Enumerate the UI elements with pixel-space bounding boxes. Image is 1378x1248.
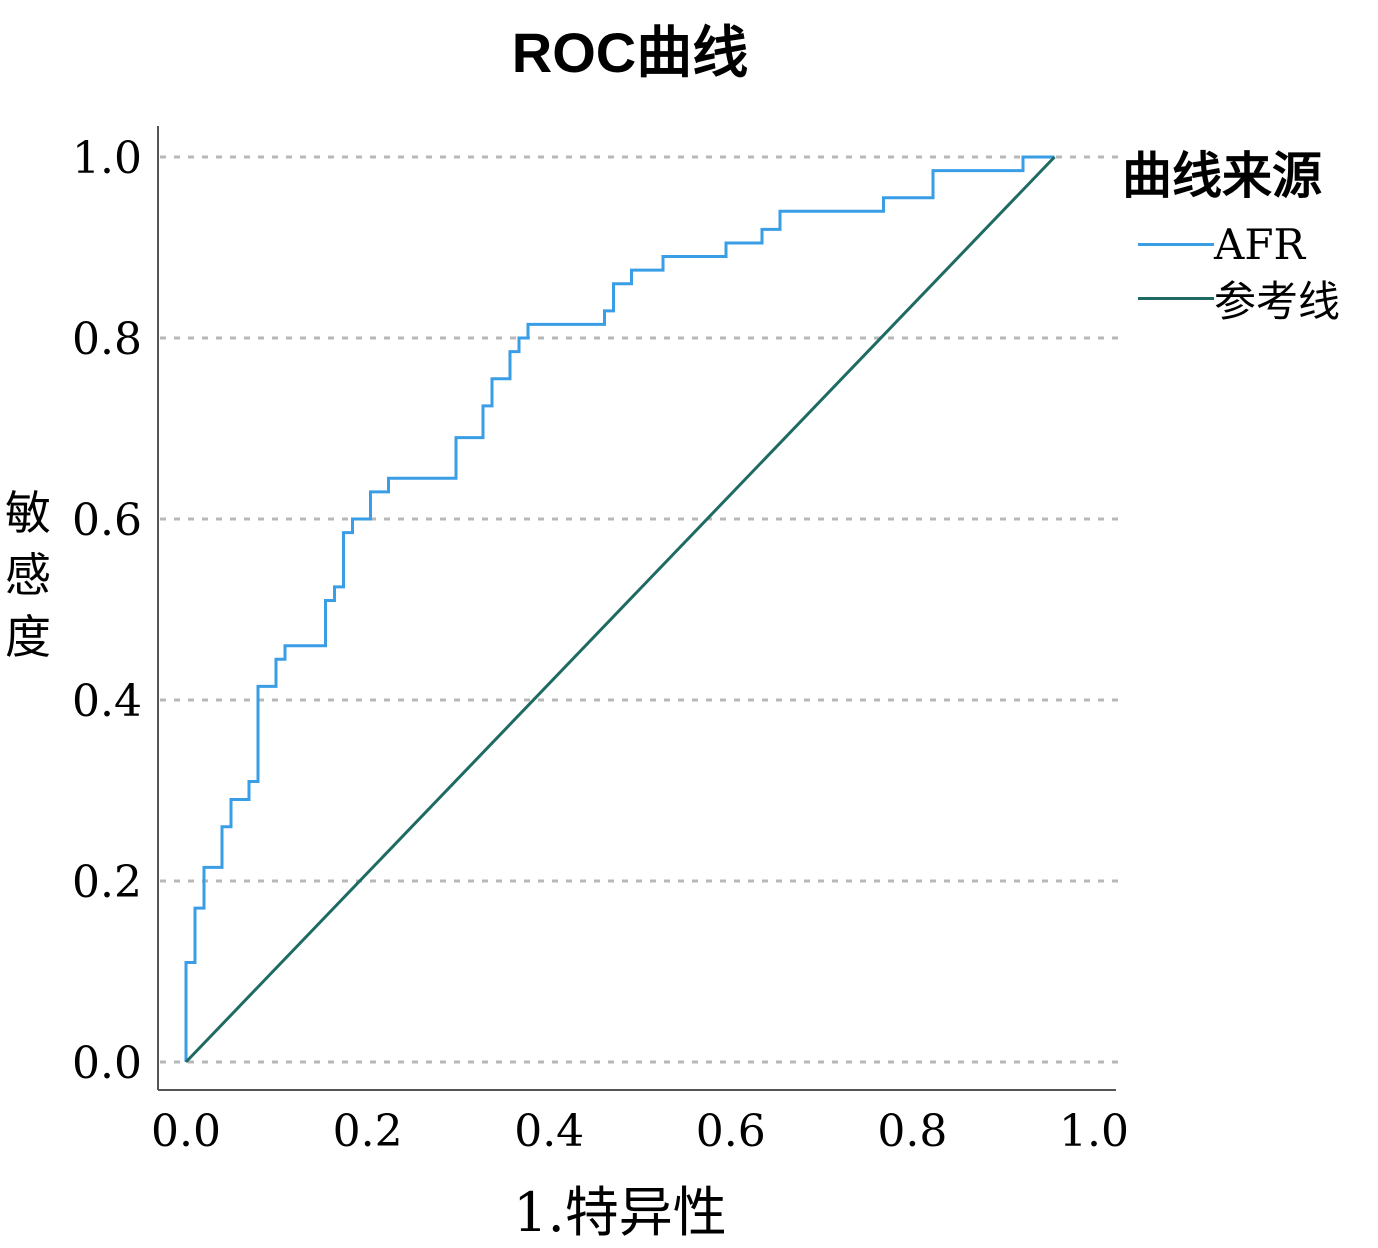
gridlines xyxy=(160,155,1118,1064)
x-tick-label-5: 1.0 xyxy=(1059,1106,1129,1157)
y-tick-labels: 0.0 0.2 0.4 0.6 0.8 1.0 xyxy=(72,133,142,1089)
x-axis-label: 1.特异性 xyxy=(513,1181,727,1244)
afr-roc-line xyxy=(184,155,1055,1062)
axes xyxy=(157,126,1116,1091)
legend-swatch-reference xyxy=(1138,296,1214,300)
chart-title: ROC曲线 xyxy=(511,21,749,84)
legend-item-afr: AFR xyxy=(1138,214,1305,274)
y-tick-label-1: 0.2 xyxy=(72,857,142,908)
x-tick-label-2: 0.4 xyxy=(514,1106,584,1157)
legend-item-reference: 参考线 xyxy=(1138,268,1340,328)
y-tick-label-0: 0.0 xyxy=(72,1038,142,1089)
series-lines xyxy=(184,155,1056,1064)
y-tick-label-5: 1.0 xyxy=(72,133,142,184)
x-tick-label-4: 0.8 xyxy=(877,1106,947,1157)
y-axis-label: 敏感度 xyxy=(5,486,51,664)
x-tick-label-3: 0.6 xyxy=(696,1106,766,1157)
x-tick-label-1: 0.2 xyxy=(333,1106,403,1157)
y-tick-label-3: 0.6 xyxy=(72,495,142,546)
legend-title: 曲线来源 xyxy=(1122,146,1322,205)
reference-line xyxy=(184,155,1056,1064)
legend-label-afr: AFR xyxy=(1214,219,1306,269)
y-tick-label-2: 0.4 xyxy=(72,676,142,727)
x-tick-label-0: 0.0 xyxy=(151,1106,221,1157)
legend-label-reference: 参考线 xyxy=(1214,276,1341,326)
y-tick-label-4: 0.8 xyxy=(72,314,142,365)
legend-swatch-afr xyxy=(1138,242,1214,246)
x-tick-labels: 0.0 0.2 0.4 0.6 0.8 1.0 xyxy=(151,1106,1129,1157)
